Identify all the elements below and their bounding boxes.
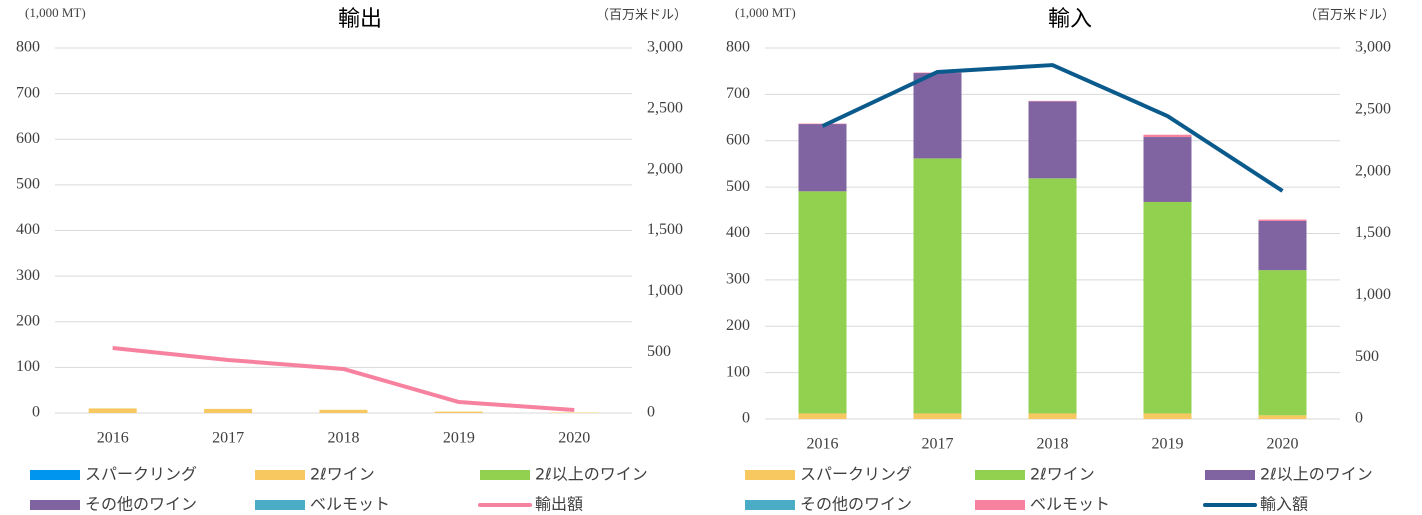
y2-tick-label: 3,000 xyxy=(647,39,683,56)
line xyxy=(112,346,575,412)
legend-swatch xyxy=(745,500,795,510)
bar xyxy=(1258,220,1307,271)
y-tick-label: 200 xyxy=(16,312,40,329)
legend-label: ベルモット xyxy=(1030,495,1110,514)
bar xyxy=(798,191,847,414)
legend-label: スパークリング xyxy=(800,465,912,484)
bar xyxy=(1143,413,1192,419)
x-tick-label: 2018 xyxy=(1037,436,1069,453)
y2-tick-label: 500 xyxy=(647,343,671,360)
legend-swatch xyxy=(975,500,1025,510)
bar xyxy=(88,408,137,413)
bar xyxy=(913,158,962,414)
line xyxy=(821,63,1284,193)
legend-swatch xyxy=(975,470,1025,480)
legend-swatch xyxy=(480,470,530,480)
x-tick-label: 2018 xyxy=(328,430,360,447)
y-tick-label: 0 xyxy=(742,410,750,427)
legend-swatch xyxy=(30,500,80,510)
y2-tick-label: 1,000 xyxy=(647,282,683,299)
y-tick-label: 500 xyxy=(726,178,750,195)
x-tick-label: 2019 xyxy=(1152,436,1184,453)
chart-title: 輸入 xyxy=(1048,7,1092,32)
y2-tick-label: 2,000 xyxy=(1355,162,1391,179)
bar xyxy=(1258,270,1307,416)
legend-label: 2ℓワイン xyxy=(1030,465,1095,484)
bar xyxy=(434,411,483,413)
legend-swatch xyxy=(255,500,305,510)
legend-label: 輸入額 xyxy=(1260,495,1308,514)
y-tick-label: 100 xyxy=(726,363,750,380)
bar xyxy=(1143,137,1192,202)
y2-axis-label: （百万米ドル） xyxy=(596,7,687,22)
legend-swatch xyxy=(30,470,80,480)
legend-label: スパークリング xyxy=(85,465,197,484)
y2-tick-label: 1,500 xyxy=(647,221,683,238)
bar xyxy=(1258,415,1307,419)
y-tick-label: 100 xyxy=(16,358,40,375)
y2-tick-label: 3,000 xyxy=(1355,39,1391,56)
y-tick-label: 200 xyxy=(726,317,750,334)
legend-swatch xyxy=(255,470,305,480)
legend-label: ベルモット xyxy=(310,495,390,514)
legend-label: 2ℓワイン xyxy=(310,465,375,484)
y-tick-label: 400 xyxy=(16,221,40,238)
legend-label: 2ℓ以上のワイン xyxy=(535,465,648,484)
y-tick-label: 800 xyxy=(726,39,750,56)
legend-label: 輸出額 xyxy=(535,495,583,514)
x-tick-label: 2020 xyxy=(1267,436,1299,453)
y2-tick-label: 500 xyxy=(1355,348,1379,365)
y2-tick-label: 2,500 xyxy=(1355,101,1391,118)
bar xyxy=(1028,413,1077,419)
y2-tick-label: 1,500 xyxy=(1355,224,1391,241)
y-tick-label: 700 xyxy=(726,85,750,102)
y-axis-label: (1,000 MT) xyxy=(25,5,86,20)
y-tick-label: 400 xyxy=(726,224,750,241)
y-tick-label: 600 xyxy=(16,130,40,147)
x-tick-label: 2019 xyxy=(443,430,475,447)
y2-tick-label: 0 xyxy=(647,404,655,421)
x-tick-label: 2017 xyxy=(922,436,954,453)
x-tick-label: 2017 xyxy=(212,430,244,447)
x-tick-label: 2016 xyxy=(807,436,839,453)
bar xyxy=(204,408,253,413)
x-tick-label: 2016 xyxy=(97,430,129,447)
x-tick-label: 2020 xyxy=(558,430,590,447)
bar xyxy=(1258,219,1307,221)
y2-tick-label: 2,000 xyxy=(647,160,683,177)
y-tick-label: 800 xyxy=(16,39,40,56)
bar xyxy=(798,413,847,419)
y-tick-label: 500 xyxy=(16,176,40,193)
y-tick-label: 300 xyxy=(16,267,40,284)
legend-label: その他のワイン xyxy=(800,495,912,514)
bar xyxy=(913,73,962,159)
bar xyxy=(1028,101,1077,179)
y-tick-label: 0 xyxy=(32,404,40,421)
y2-tick-label: 2,500 xyxy=(647,100,683,117)
legend-swatch xyxy=(1205,470,1255,480)
y-tick-label: 300 xyxy=(726,271,750,288)
y2-tick-label: 1,000 xyxy=(1355,286,1391,303)
legend-swatch xyxy=(745,470,795,480)
y2-tick-label: 0 xyxy=(1355,410,1363,427)
y2-axis-label: （百万米ドル） xyxy=(1304,7,1395,22)
bar xyxy=(1143,134,1192,138)
y-tick-label: 700 xyxy=(16,84,40,101)
bar xyxy=(798,124,847,192)
bar xyxy=(319,409,368,413)
y-axis-label: (1,000 MT) xyxy=(735,5,796,20)
bar xyxy=(1143,201,1192,414)
chart-title: 輸出 xyxy=(338,7,382,32)
legend-label: その他のワイン xyxy=(85,495,197,514)
bar xyxy=(1028,178,1077,414)
y-tick-label: 600 xyxy=(726,131,750,148)
legend-label: 2ℓ以上のワイン xyxy=(1260,465,1373,484)
bar xyxy=(913,413,962,419)
